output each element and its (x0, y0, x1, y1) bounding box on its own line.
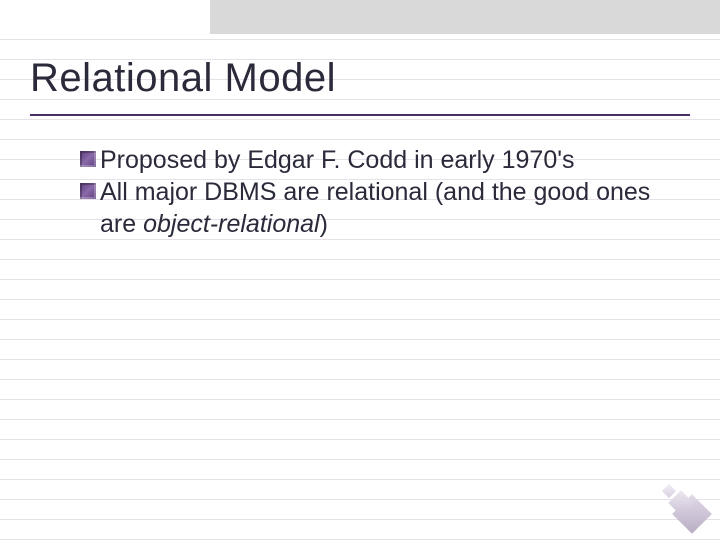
bullet-text-suffix: ) (320, 210, 328, 238)
bullet-item: All major DBMS are relational (and the g… (80, 176, 660, 240)
bullet-text: Proposed by Edgar F. Codd in early 1970'… (100, 144, 575, 176)
corner-decor-dot (662, 484, 676, 498)
title-underline (30, 114, 690, 116)
diamond-bullet-icon (80, 183, 96, 199)
tab-notch (0, 0, 210, 34)
slide-body: Proposed by Edgar F. Codd in early 1970'… (80, 144, 660, 240)
bullet-text: All major DBMS are relational (and the g… (100, 176, 660, 240)
corner-decor-icon (660, 482, 706, 528)
diamond-bullet-icon (80, 151, 96, 167)
bullet-item: Proposed by Edgar F. Codd in early 1970'… (80, 144, 660, 176)
bullet-text-italic: object-relational (143, 210, 320, 238)
slide-title: Relational Model (30, 56, 336, 101)
tab-bar (0, 0, 720, 34)
